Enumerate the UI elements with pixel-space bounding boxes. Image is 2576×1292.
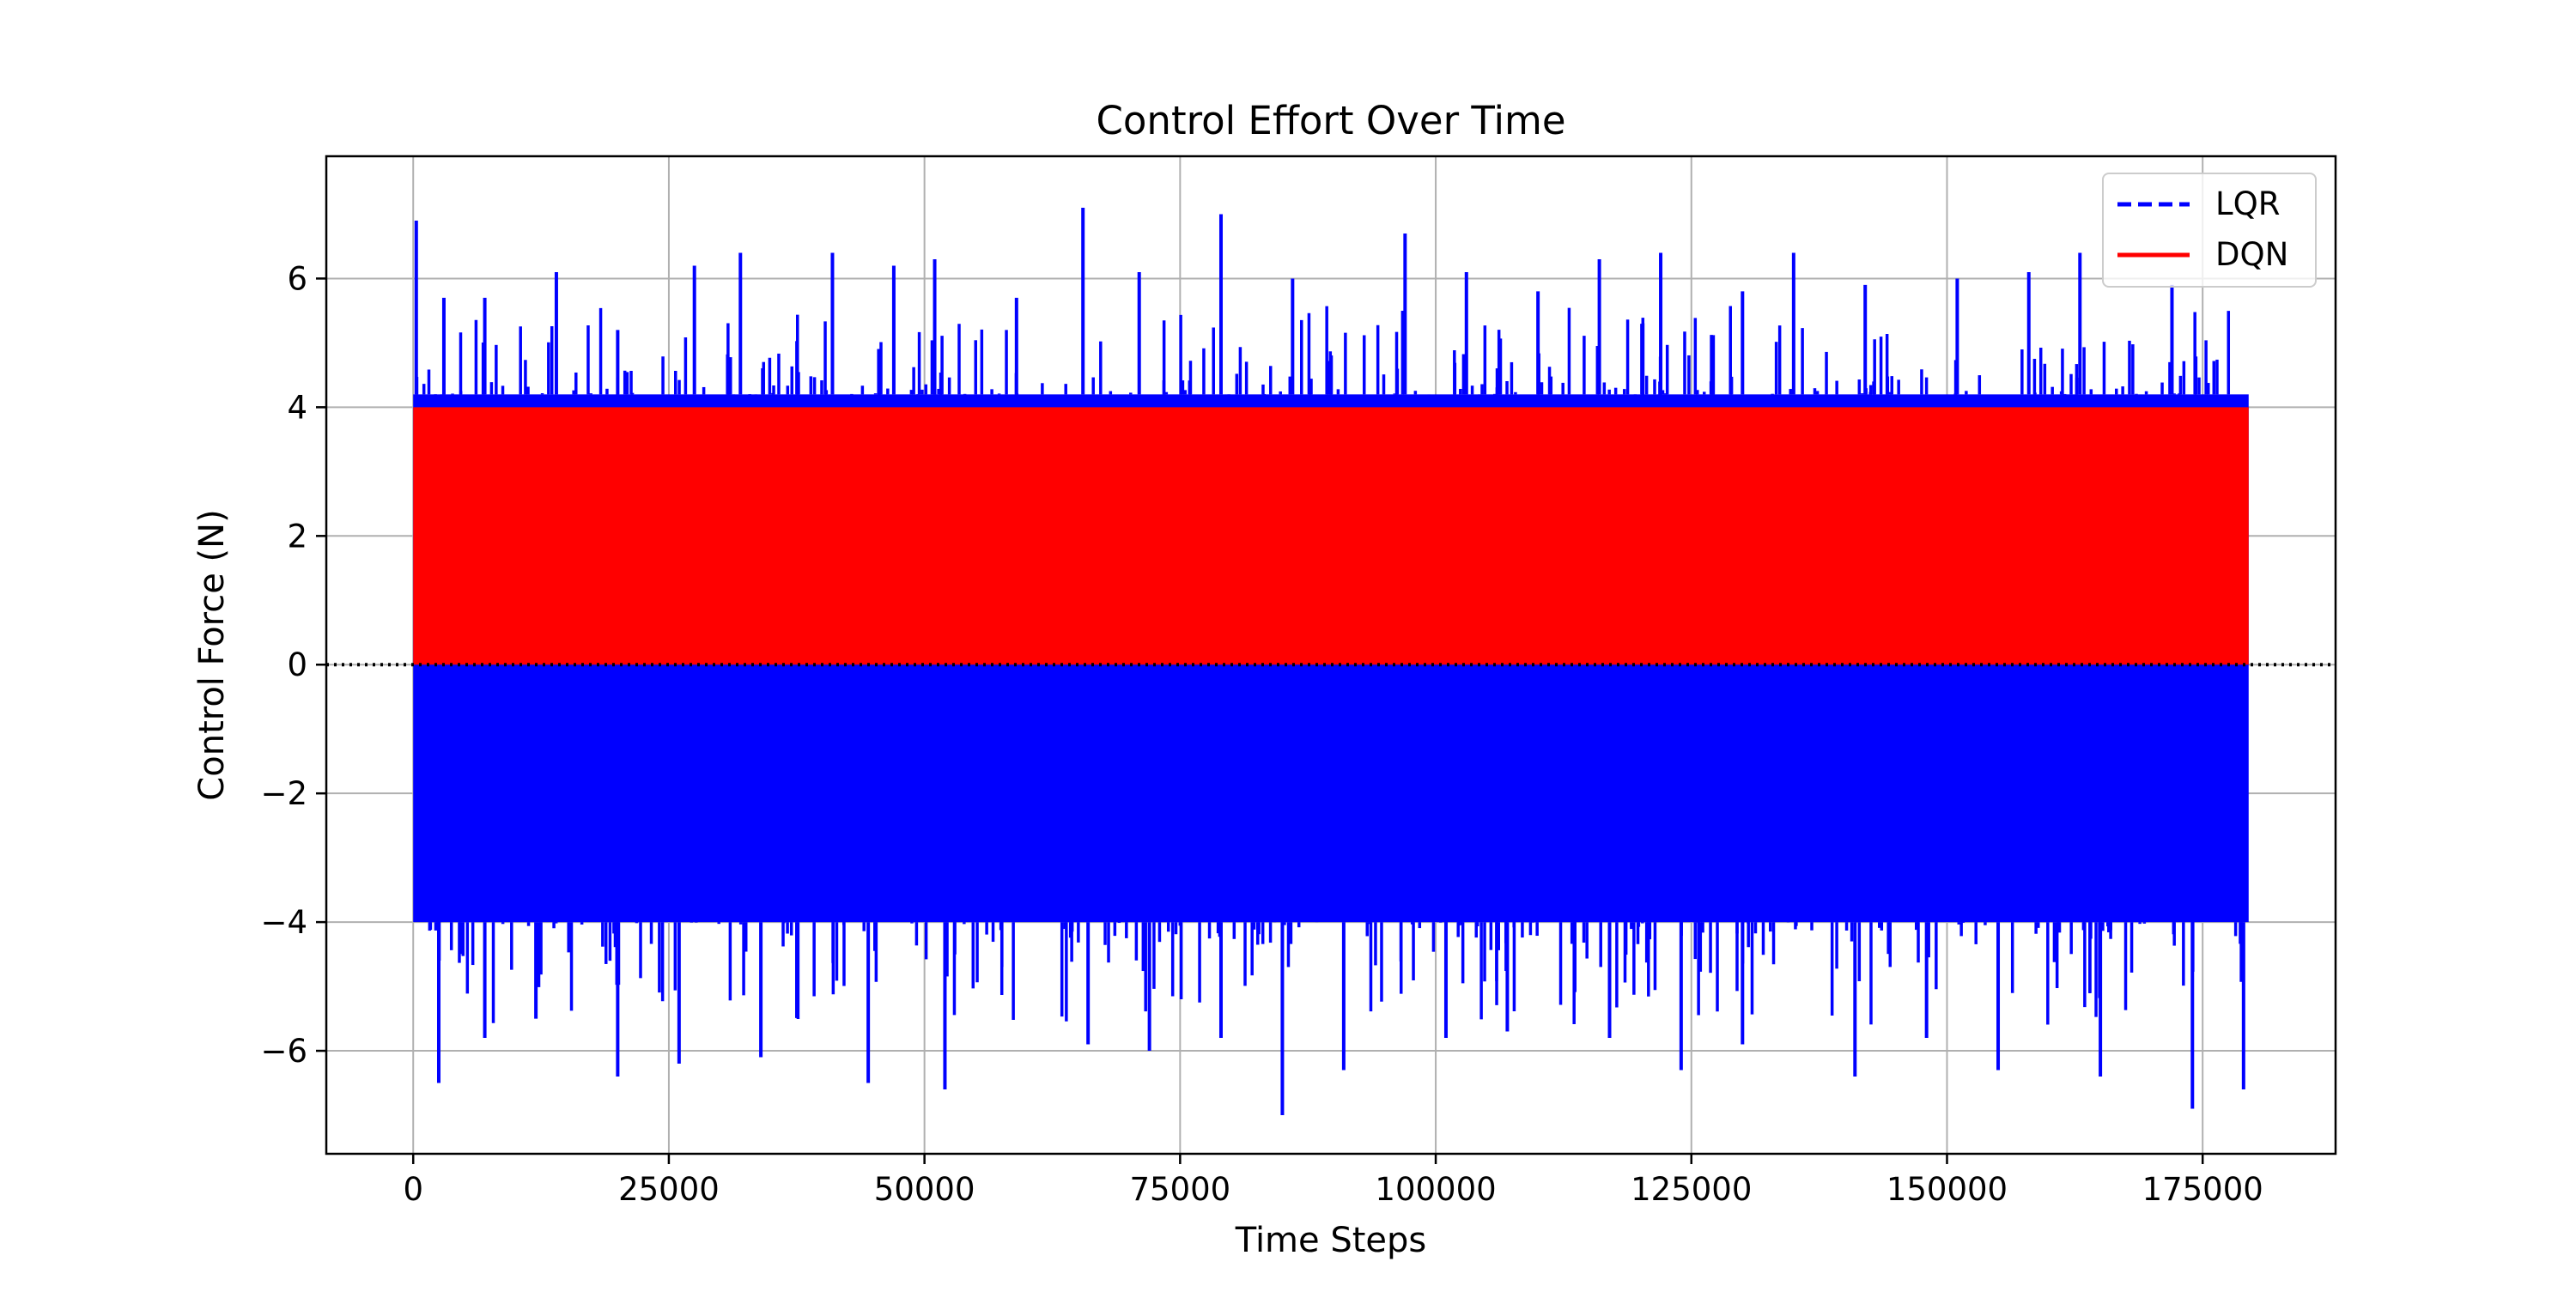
y-tick-label-1: −4 <box>260 904 307 941</box>
legend: LQR DQN <box>2102 173 2317 288</box>
x-tick-label-5: 125000 <box>1631 1171 1752 1208</box>
y-tick-label-3: 0 <box>287 646 307 683</box>
x-axis-ticks: 0 25000 50000 75000 100000 125000 150000 175000 <box>403 1154 2263 1208</box>
x-tick-label-7: 175000 <box>2142 1171 2263 1208</box>
x-tick-label-2: 50000 <box>874 1171 975 1208</box>
chart-title: Control Effort Over Time <box>1096 98 1565 143</box>
x-tick-label-1: 25000 <box>618 1171 720 1208</box>
legend-box <box>2102 173 2317 288</box>
x-tick-label-3: 75000 <box>1129 1171 1230 1208</box>
series-lqr-peaks <box>414 207 2245 1116</box>
plot-frame <box>325 155 2337 1156</box>
x-tick-label-0: 0 <box>403 1171 423 1208</box>
x-tick-label-4: 100000 <box>1375 1171 1496 1208</box>
legend-label-dqn: DQN <box>2215 236 2288 273</box>
y-tick-label-2: −2 <box>260 775 307 812</box>
x-tick-label-6: 150000 <box>1886 1171 2008 1208</box>
y-tick-label-4: 2 <box>287 518 307 555</box>
y-tick-label-6: 6 <box>287 260 307 297</box>
series-dqn-band <box>413 407 2249 665</box>
y-tick-label-5: 4 <box>287 389 307 426</box>
y-tick-label-0: −6 <box>260 1033 307 1070</box>
plot-series <box>413 207 2249 1116</box>
y-axis-ticks: −6 −4 −2 0 2 4 6 <box>260 260 326 1070</box>
x-axis-label: Time Steps <box>1235 1221 1427 1260</box>
y-axis-label: Control Force (N) <box>192 509 232 800</box>
legend-label-lqr: LQR <box>2215 185 2280 222</box>
